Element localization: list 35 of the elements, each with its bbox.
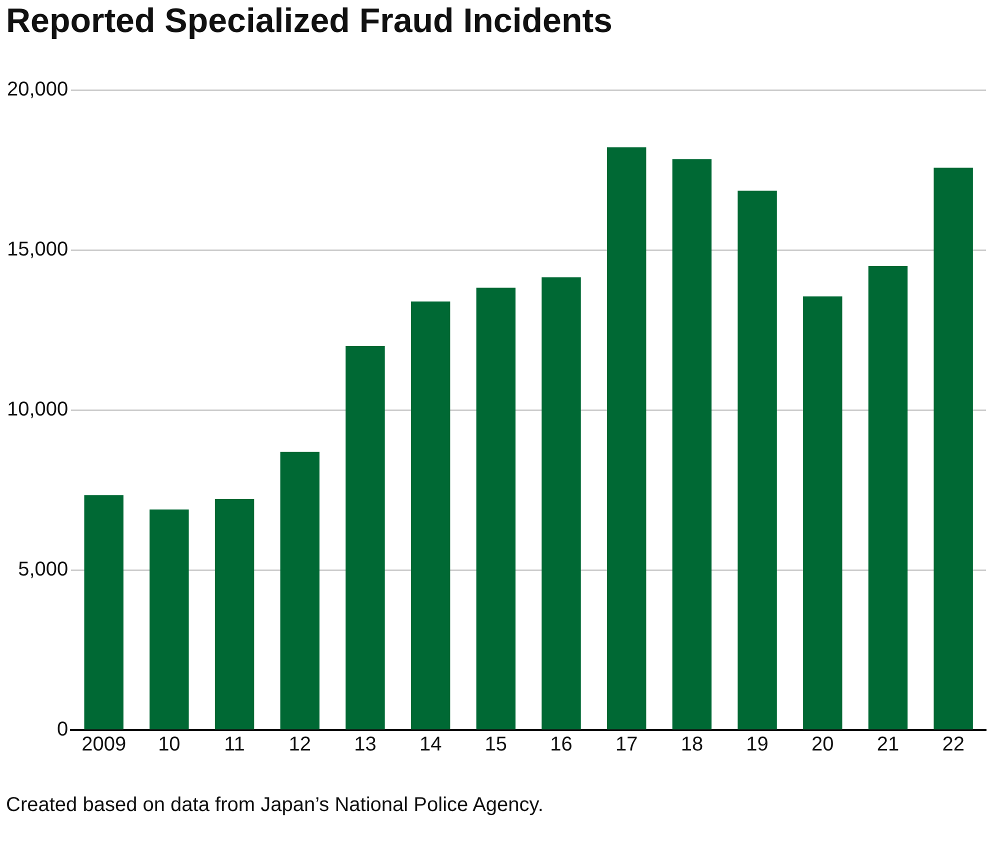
- bar: [84, 495, 124, 730]
- y-tick-label: 0: [57, 718, 68, 741]
- y-tick-label: 5,000: [18, 558, 68, 581]
- bar: [542, 277, 581, 730]
- bar: [346, 346, 385, 730]
- x-tick-label: 16: [550, 734, 572, 756]
- bar: [672, 159, 712, 730]
- x-tick-label: 10: [158, 734, 180, 756]
- x-tick-label: 19: [746, 734, 768, 756]
- x-tick-label: 18: [680, 734, 704, 756]
- bar: [150, 510, 189, 730]
- x-tick-label: 17: [615, 734, 638, 756]
- x-tick-label: 22: [942, 734, 964, 756]
- bar: [803, 296, 842, 730]
- chart-title: Reported Specialized Fraud Incidents: [6, 2, 612, 41]
- bar: [476, 288, 516, 730]
- x-tick-label: 20: [812, 734, 834, 756]
- x-tick-label: 13: [354, 734, 376, 756]
- x-tick-label: 15: [484, 734, 508, 756]
- x-tick-label: 2009: [82, 734, 126, 756]
- bar: [868, 266, 908, 730]
- y-tick-label: 20,000: [7, 78, 68, 101]
- bar: [214, 498, 254, 730]
- x-tick-label: 21: [876, 734, 900, 756]
- bar: [607, 147, 646, 730]
- x-tick-label: 11: [224, 734, 245, 756]
- y-tick-label: 10,000: [7, 398, 68, 421]
- x-tick-label: 14: [419, 734, 442, 756]
- bar: [934, 168, 973, 730]
- bar: [738, 190, 777, 730]
- bar: [410, 302, 450, 730]
- bar: [280, 452, 320, 730]
- text: Created based on data from Japan’s National Police Agency.: [6, 793, 544, 818]
- y-tick-label: 15,000: [7, 238, 68, 261]
- x-tick-label: 12: [288, 734, 312, 756]
